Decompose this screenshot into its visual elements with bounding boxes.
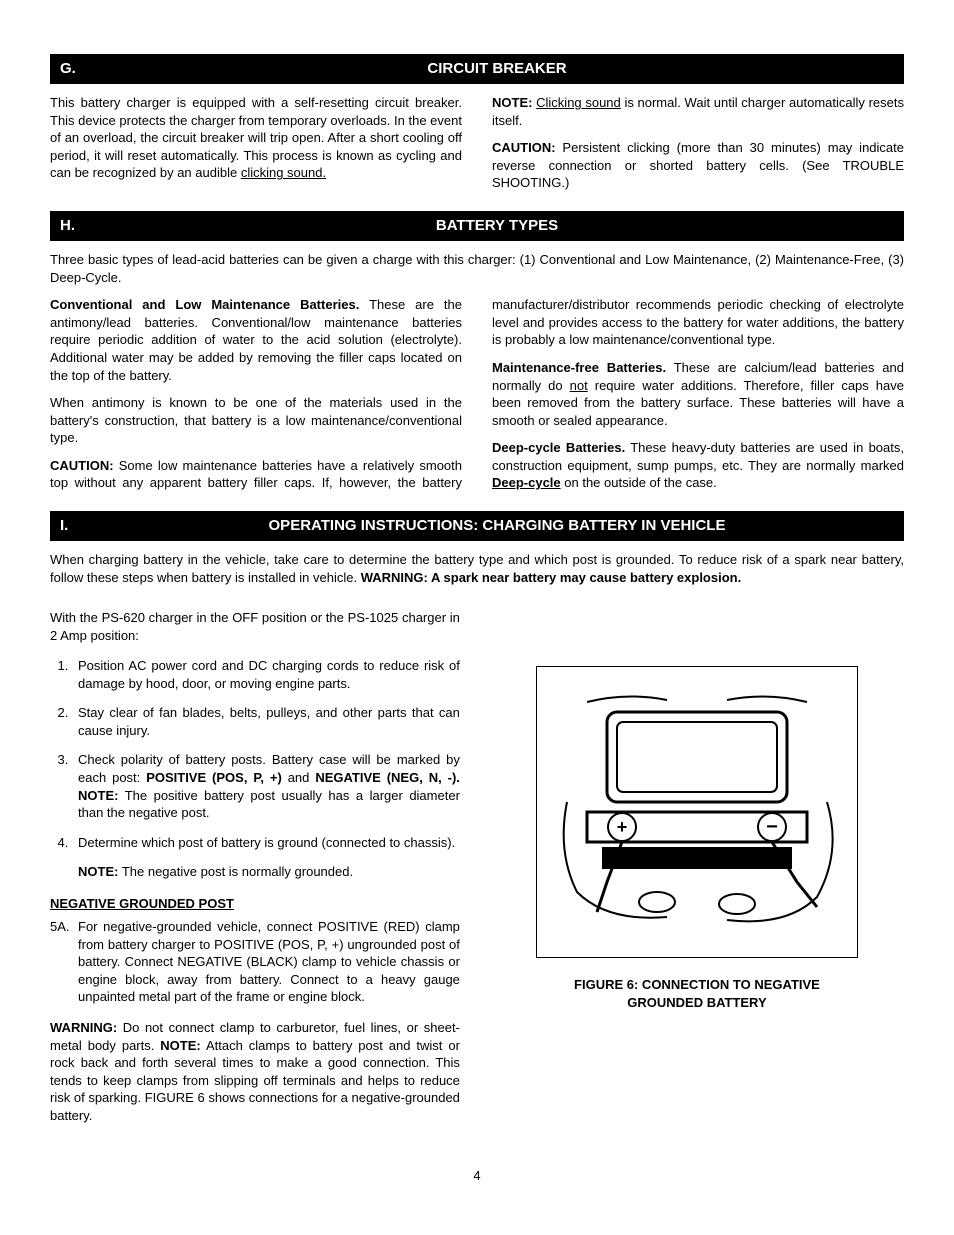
sec-h-intro: Three basic types of lead-acid batteries…	[50, 251, 904, 286]
sec-g-caution: CAUTION: Persistent clicking (more than …	[492, 139, 904, 192]
run-in-head: Maintenance-free Batteries.	[492, 360, 666, 375]
text: on the outside of the case.	[561, 475, 717, 490]
label-note: NOTE:	[492, 95, 532, 110]
label-warning: WARNING: A spark near battery may cause …	[361, 570, 742, 585]
label-note: NOTE:	[160, 1038, 200, 1053]
sec-h-p4: Maintenance-free Batteries. These are ca…	[492, 359, 904, 429]
text: Determine which post of battery is groun…	[78, 835, 455, 850]
sec-g-note: NOTE: Clicking sound is normal. Wait unt…	[492, 94, 904, 129]
step-5a: 5A. For negative-grounded vehicle, conne…	[50, 918, 460, 1006]
svg-text:−: −	[766, 816, 778, 838]
section-header-i: I. OPERATING INSTRUCTIONS: CHARGING BATT…	[50, 511, 904, 541]
step-1: Position AC power cord and DC charging c…	[72, 657, 460, 692]
sec-h-p5: Deep-cycle Batteries. These heavy-duty b…	[492, 439, 904, 492]
figure-6-caption: FIGURE 6: CONNECTION TO NEGATIVE GROUNDE…	[537, 976, 857, 1011]
neg-grounded-heading: NEGATIVE GROUNDED POST	[50, 895, 460, 913]
section-header-g: G. CIRCUIT BREAKER	[50, 54, 904, 84]
sec-i-intro: When charging battery in the vehicle, ta…	[50, 551, 904, 586]
label-caution: CAUTION:	[50, 458, 114, 473]
text-underline: not	[570, 378, 588, 393]
sec-i-right-column: + − FIGURE 6: CONNECTION TO NEGATIVE GRO…	[490, 596, 904, 1137]
label-warning: WARNING:	[50, 1020, 117, 1035]
section-letter: H.	[60, 216, 100, 236]
step-3: Check polarity of battery posts. Battery…	[72, 751, 460, 821]
section-h-body: Conventional and Low Maintenance Batteri…	[50, 296, 904, 496]
label-note: NOTE:	[78, 864, 118, 879]
step-5a-number: 5A.	[50, 918, 78, 1006]
sec-g-p1: This battery charger is equipped with a …	[50, 94, 462, 182]
section-title: OPERATING INSTRUCTIONS: CHARGING BATTERY…	[100, 516, 894, 536]
run-in-head: Deep-cycle Batteries.	[492, 440, 625, 455]
step-2: Stay clear of fan blades, belts, pulleys…	[72, 704, 460, 739]
step-4-note: NOTE: The negative post is normally grou…	[78, 863, 460, 881]
figure-6-illustration: + −	[536, 666, 858, 958]
text-underline: clicking sound.	[241, 165, 326, 180]
sec-h-p1: Conventional and Low Maintenance Batteri…	[50, 296, 462, 384]
text: and	[282, 770, 316, 785]
sec-i-lead: With the PS-620 charger in the OFF posit…	[50, 609, 460, 644]
page-number: 4	[50, 1167, 904, 1185]
sec-h-p2: When antimony is known to be one of the …	[50, 394, 462, 447]
step-4: Determine which post of battery is groun…	[72, 834, 460, 881]
svg-text:+: +	[617, 817, 628, 837]
label-caution: CAUTION:	[492, 140, 556, 155]
section-letter: G.	[60, 59, 100, 79]
text-bold: POSITIVE (POS, P, +)	[146, 770, 282, 785]
text-underline-bold: Deep-cycle	[492, 475, 561, 490]
step-5a-text: For negative-grounded vehicle, connect P…	[78, 918, 460, 1006]
section-title: BATTERY TYPES	[100, 216, 894, 236]
section-g-body: This battery charger is equipped with a …	[50, 94, 904, 197]
sec-i-warning: WARNING: Do not connect clamp to carbure…	[50, 1019, 460, 1124]
text: The positive battery post usually has a …	[78, 788, 460, 821]
section-letter: I.	[60, 516, 100, 536]
text-underline: Clicking sound	[536, 95, 621, 110]
sec-i-body: With the PS-620 charger in the OFF posit…	[50, 596, 904, 1137]
battery-diagram-icon: + −	[547, 682, 847, 942]
text: The negative post is normally grounded.	[118, 864, 353, 879]
steps-list: Position AC power cord and DC charging c…	[50, 657, 460, 880]
section-header-h: H. BATTERY TYPES	[50, 211, 904, 241]
section-title: CIRCUIT BREAKER	[100, 59, 894, 79]
run-in-head: Conventional and Low Maintenance Batteri…	[50, 297, 359, 312]
sec-i-left-column: With the PS-620 charger in the OFF posit…	[50, 596, 460, 1137]
